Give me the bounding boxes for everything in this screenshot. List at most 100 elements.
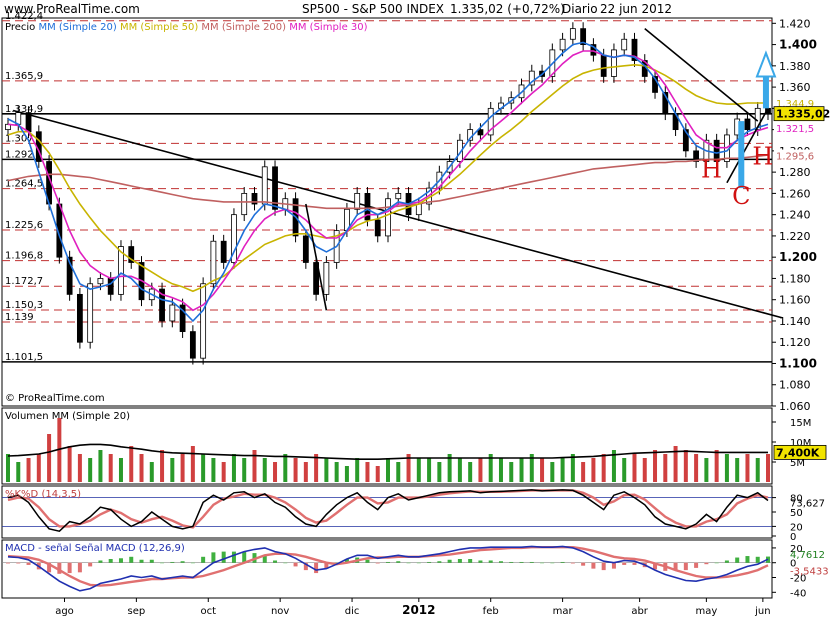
volume-bar [498,458,503,482]
volume-mm-line [7,443,768,461]
price-tick-label: 1.080 [779,379,811,392]
candle-body [159,288,165,322]
price-legend-item: MM (Simple 20) [35,22,117,33]
macd-histogram-bar [170,561,175,563]
period: Diario [562,2,598,16]
volume-bar [375,466,380,482]
price-tick-label: 1.180 [779,272,811,285]
macd-histogram-bar [26,562,31,565]
macd-histogram-bar [427,561,432,563]
pattern-annotation: H [752,143,773,171]
price-level-label: 1.365,9 [5,71,43,82]
volume-tick-label: 10M [790,438,811,449]
volume-bar [396,462,401,482]
macd-histogram-bar [694,562,699,568]
macd-histogram-bar [273,560,278,563]
volume-bar [673,446,678,482]
copyright: © ProRealTime.com [5,393,105,404]
price-level-label: 1.196,8 [5,251,43,262]
macd-histogram-bar [396,561,401,563]
volume-bar [273,462,278,482]
volume-bar [478,458,483,482]
last-price-label: 1.335,02 [776,108,830,121]
volume-bar [108,454,113,482]
volume-bar [344,466,349,482]
price-tick-label: 1.160 [779,294,811,307]
macd-histogram-bar [478,560,483,563]
macd-histogram-bar [560,561,565,563]
candle-body [210,240,217,285]
volume-bar [252,450,257,482]
x-tick-label: feb [483,606,499,617]
volume-bar [755,458,760,482]
macd-histogram-bar [437,561,442,563]
trendline-long [12,109,783,319]
volume-bar [293,458,298,482]
volume-bar [67,446,72,482]
candle-body [251,192,258,205]
candle-body [590,44,597,56]
candle-body [569,28,576,40]
volume-bar [406,454,411,482]
candle-body [241,192,248,216]
macd-histogram-bar [303,562,308,571]
volume-bar [98,450,103,482]
candle-body [559,38,566,51]
macd-histogram-bar [529,561,534,563]
macd-histogram-bar [190,562,195,564]
mm30-line [7,50,769,312]
macd-histogram-bar [745,556,750,563]
macd-histogram-bar [509,561,514,563]
price-level-label: 1.307 [5,133,34,144]
candle-body [272,166,278,210]
candle-body [220,240,227,263]
volume-bar [611,450,616,482]
macd-histogram-bar [591,562,596,569]
candle-body [487,107,494,136]
candle-body [231,214,237,263]
volume-bar [303,462,308,482]
candle-body [693,150,700,162]
candle-body [169,304,176,322]
macd-histogram-bar [6,562,10,564]
price-level-label: 1.139 [5,312,34,323]
candle-body [713,139,720,162]
macd-histogram-bar [406,562,411,564]
volume-bar [314,454,319,482]
x-tick-label: oct [200,606,216,617]
volume-bar [509,462,514,482]
right-label-bg [774,97,820,110]
candle-body [621,38,628,51]
macd-histogram-bar [324,562,329,569]
volume-bar [488,454,493,482]
candle-body [528,70,535,86]
x-tick-label: may [695,606,717,617]
volume-bar [560,458,565,482]
stochastic-legend: %K%D (14,3,5) [5,489,81,500]
macd-tick-label: -40 [790,588,806,599]
price-tick-label: 1.420 [779,17,811,30]
volume-bar [570,454,575,482]
price-tick-label: 1.100 [779,356,817,370]
macd-histogram-bar [653,562,658,570]
volume-bar [704,458,709,482]
price-tick-label: 1.380 [779,60,811,73]
macd-last-label: 4,7612 [790,550,825,561]
candle-body [200,283,207,359]
macd-signal-last-label: -3,5433 [790,566,829,577]
macd-histogram-bar [57,562,62,574]
candle-body [611,49,617,77]
macd-histogram-bar [704,562,709,565]
candle-body [415,203,422,216]
stochastic-panel: %K%D (14,3,5) 80 50 200 73,627 [2,489,825,543]
volume-bar [77,454,82,482]
price-level-label: 1.292 [5,149,34,160]
macd-histogram-bar [519,561,524,563]
macd-panel-frame [1,539,773,599]
candle-body [477,129,484,136]
macd-histogram-bar [755,556,760,563]
candle-body [385,198,391,237]
volume-bar [386,458,390,482]
price-tick-label: 1.200 [779,250,817,264]
x-tick-label: abr [631,606,648,617]
